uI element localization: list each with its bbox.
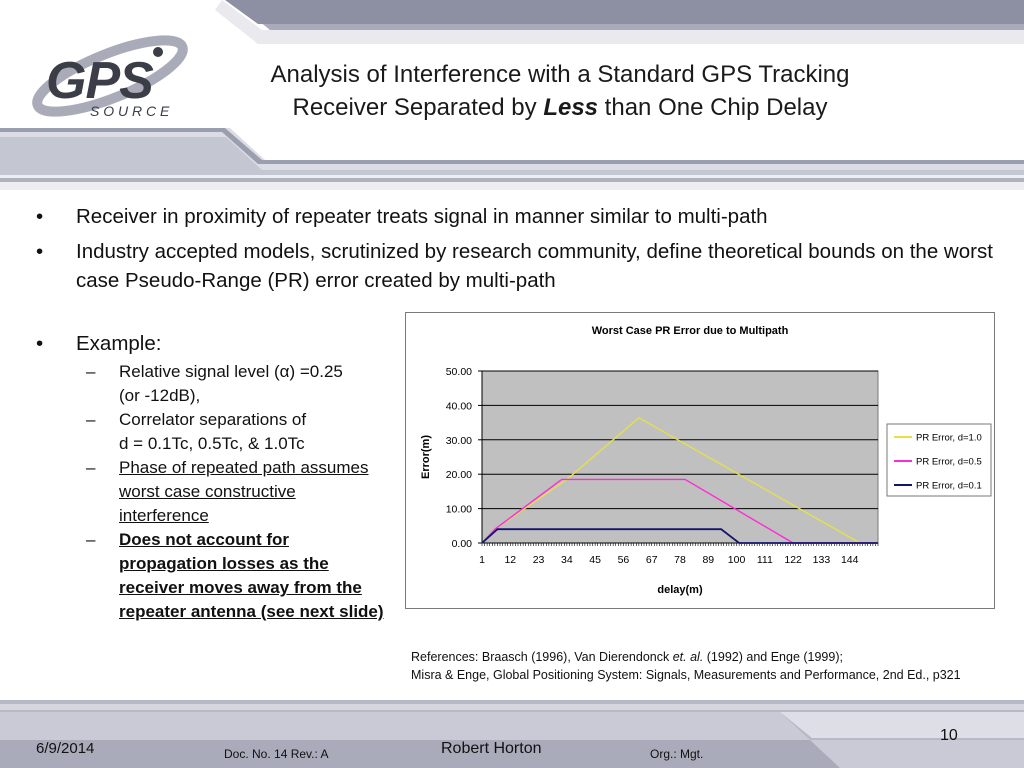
- x-tick-label: 45: [589, 554, 601, 566]
- x-tick-label: 89: [702, 554, 714, 566]
- sub-item-line: d = 0.1Tc, 0.5Tc, & 1.0Tc: [119, 434, 305, 453]
- title-emphasis: Less: [543, 94, 599, 121]
- x-tick-label: 1: [479, 554, 485, 566]
- sub-item-text: Phase of repeated path assumes worst cas…: [119, 458, 369, 525]
- footer-author: Robert Horton: [441, 740, 542, 757]
- bullet-item: • Industry accepted models, scrutinized …: [36, 237, 1006, 295]
- slide-title: Analysis of Interference with a Standard…: [210, 58, 910, 124]
- dash-glyph: –: [86, 410, 96, 429]
- y-axis-ticks: 0.00 10.00 20.00 30.00 40.00 50.00: [446, 366, 483, 550]
- bullet-glyph: •: [36, 205, 44, 228]
- title-line-1: Analysis of Interference with a Standard…: [270, 61, 850, 88]
- x-tick-label: 56: [618, 554, 630, 566]
- references: References: Braasch (1996), Van Dierendo…: [411, 648, 1011, 684]
- slide-header: GPS S O U R C E Analysis of Interference…: [0, 0, 1024, 190]
- gridlines: [482, 370, 878, 510]
- bullet-text: Receiver in proximity of repeater treats…: [76, 205, 768, 228]
- title-line-2-post: than One Chip Delay: [598, 94, 828, 121]
- sub-item-signal-level: – Relative signal level (α) =0.25 (or -1…: [86, 360, 388, 408]
- y-tick-label: 20.00: [446, 469, 472, 481]
- references-pre: References: Braasch (1996), Van Dierendo…: [411, 650, 673, 664]
- series-lines: [481, 416, 878, 544]
- y-tick-label: 40.00: [446, 400, 472, 412]
- plot-area: [481, 370, 879, 544]
- sub-item-propagation: – Does not account for propagation losse…: [86, 528, 388, 624]
- sub-item-text: Does not account for propagation losses …: [119, 530, 384, 621]
- x-tick-label: 78: [674, 554, 686, 566]
- chart-container: Worst Case PR Error due to Multipath 0.0…: [405, 312, 995, 609]
- top-bullets: • Receiver in proximity of repeater trea…: [36, 202, 1006, 301]
- pr-error-chart: Worst Case PR Error due to Multipath 0.0…: [420, 325, 992, 596]
- svg-text:GPS: GPS: [46, 52, 154, 110]
- y-tick-label: 30.00: [446, 435, 472, 447]
- x-tick-label: 67: [646, 554, 658, 566]
- y-tick-label: 0.00: [452, 538, 473, 550]
- legend-label: PR Error, d=1.0: [916, 433, 982, 444]
- footer-org: Org.: Mgt.: [650, 747, 704, 761]
- example-bullet: • Example:: [36, 332, 388, 356]
- footer-background: [0, 700, 1024, 768]
- header-background: [0, 0, 1024, 190]
- x-tick-label: 100: [728, 554, 746, 566]
- gps-source-logo: GPS S O U R C E: [22, 24, 212, 144]
- page-number: 10: [940, 727, 958, 744]
- references-post: (1992) and Enge (1999);: [703, 650, 843, 664]
- references-em: et. al.: [672, 650, 704, 664]
- example-label: Example:: [76, 332, 162, 355]
- legend-entries: PR Error, d=1.0 PR Error, d=0.5 PR Error, …: [894, 433, 982, 492]
- svg-text:S O U R C E: S O U R C E: [90, 103, 170, 119]
- sub-item-line: Correlator separations of: [119, 410, 307, 429]
- x-tick-label: 12: [504, 554, 516, 566]
- references-line-1: References: Braasch (1996), Van Dierendo…: [411, 648, 1011, 666]
- y-tick-label: 50.00: [446, 366, 472, 378]
- footer-date: 6/9/2014: [36, 740, 95, 757]
- legend-label: PR Error, d=0.1: [916, 481, 982, 492]
- y-axis-label: Error(m): [420, 435, 432, 479]
- example-subitems: – Relative signal level (α) =0.25 (or -1…: [86, 360, 388, 624]
- x-tick-label: 34: [561, 554, 573, 566]
- footer-doc-number: Doc. No. 14 Rev.: A: [224, 747, 329, 761]
- logo-graphic: GPS S O U R C E: [32, 35, 188, 119]
- bullet-item: • Receiver in proximity of repeater trea…: [36, 202, 1006, 231]
- sub-item-line: (or -12dB),: [119, 386, 201, 405]
- x-tick-label: 133: [813, 554, 831, 566]
- references-line-2: Misra & Enge, Global Positioning System:…: [411, 668, 961, 682]
- y-tick-label: 10.00: [446, 504, 472, 516]
- dash-glyph: –: [86, 530, 96, 549]
- slide-footer: 6/9/2014 Doc. No. 14 Rev.: A Robert Hort…: [0, 700, 1024, 768]
- x-tick-label: 111: [757, 554, 773, 566]
- dash-glyph: –: [86, 362, 96, 381]
- series-line: [481, 528, 878, 544]
- sub-item-correlator: – Correlator separations of d = 0.1Tc, 0…: [86, 408, 388, 456]
- x-tick-label: 23: [533, 554, 545, 566]
- bullet-text: Industry accepted models, scrutinized by…: [76, 240, 993, 292]
- sub-item-phase: – Phase of repeated path assumes worst c…: [86, 456, 388, 528]
- x-tick-label: 122: [784, 554, 802, 566]
- bullet-glyph: •: [36, 240, 44, 263]
- x-axis-ticks: 1 12 23 34 45 56 67 78 89 100 111 122 133 144: [479, 542, 879, 566]
- dash-glyph: –: [86, 458, 96, 477]
- chart-title: Worst Case PR Error due to Multipath: [592, 325, 789, 337]
- legend-label: PR Error, d=0.5: [916, 457, 982, 468]
- sub-item-line: Relative signal level (α) =0.25: [119, 362, 343, 381]
- x-axis-label: delay(m): [657, 584, 703, 596]
- title-line-2: Receiver Separated by Less than One Chip…: [210, 91, 910, 124]
- title-line-2-pre: Receiver Separated by: [292, 94, 544, 121]
- x-tick-label: 144: [841, 554, 859, 566]
- example-section: • Example: – Relative signal level (α) =…: [36, 332, 388, 624]
- bullet-glyph: •: [36, 332, 44, 355]
